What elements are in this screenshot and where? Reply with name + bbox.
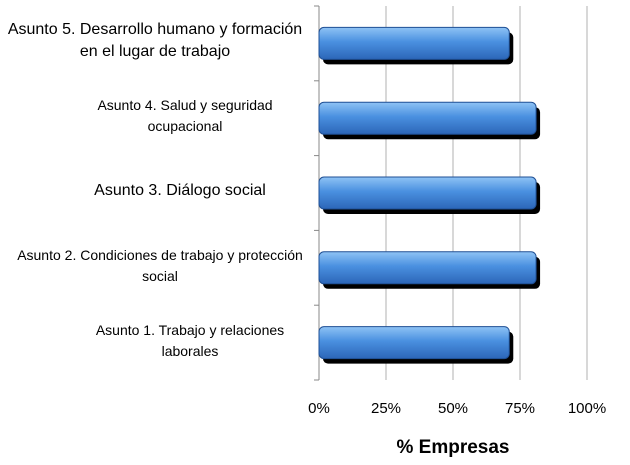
y-tick-label: Asunto 1. Trabajo y relaciones laborales xyxy=(95,321,285,359)
x-tick-label: 25% xyxy=(371,400,401,417)
x-tick-label: 0% xyxy=(308,400,330,417)
bar xyxy=(318,326,510,360)
x-axis-title: % Empresas xyxy=(396,437,509,458)
y-tick-label: Asunto 4. Salud y seguridad ocupacional xyxy=(97,97,273,135)
y-tick-label: Asunto 2. Condiciones de trabajo y prote… xyxy=(17,246,303,284)
bar xyxy=(318,251,537,285)
y-tick-label: Asunto 5. Desarrollo humano y formación … xyxy=(7,21,303,61)
y-tick-label: Asunto 3. Diálogo social xyxy=(94,182,266,199)
x-tick-label: 100% xyxy=(568,400,606,417)
bar xyxy=(318,101,537,135)
bar xyxy=(318,176,537,210)
bar xyxy=(318,26,510,60)
x-tick-label: 75% xyxy=(505,400,535,417)
x-tick-label: 50% xyxy=(438,400,468,417)
